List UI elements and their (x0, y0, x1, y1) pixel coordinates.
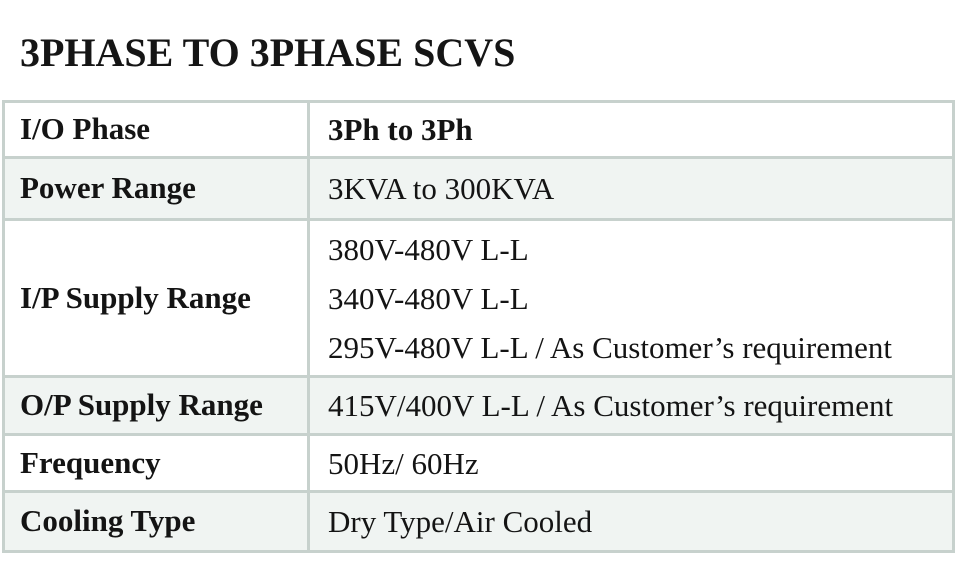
table-row-op-supply-range: O/P Supply Range 415V/400V L-L / As Cust… (5, 378, 952, 436)
row-value-io-phase: 3Ph to 3Ph (310, 103, 952, 156)
table-row-frequency: Frequency 50Hz/ 60Hz (5, 436, 952, 493)
value-line: Dry Type/Air Cooled (328, 504, 593, 539)
row-label-power-range: Power Range (5, 159, 310, 218)
table-row-ip-supply-range: I/P Supply Range 380V-480V L-L 340V-480V… (5, 221, 952, 378)
row-label-ip-supply-range: I/P Supply Range (5, 221, 310, 375)
row-label-frequency: Frequency (5, 436, 310, 490)
value-line: 340V-480V L-L (328, 280, 529, 316)
page-title: 3PHASE TO 3PHASE SCVS (20, 30, 516, 75)
table-row-power-range: Power Range 3KVA to 300KVA (5, 159, 952, 221)
value-line: 50Hz/ 60Hz (328, 445, 479, 481)
row-label-cooling-type: Cooling Type (5, 493, 310, 550)
value-line: 295V-480V L-L / As Customer’s requiremen… (328, 329, 892, 365)
row-label-op-supply-range: O/P Supply Range (5, 378, 310, 433)
value-line: 380V-480V L-L (328, 231, 529, 267)
value-line: 3Ph to 3Ph (328, 112, 473, 147)
value-line: 3KVA to 300KVA (328, 171, 555, 206)
row-value-cooling-type: Dry Type/Air Cooled (310, 493, 952, 550)
spec-table: I/O Phase 3Ph to 3Ph Power Range 3KVA to… (2, 100, 955, 553)
row-value-ip-supply-range: 380V-480V L-L 340V-480V L-L 295V-480V L-… (310, 221, 952, 375)
value-line: 415V/400V L-L / As Customer’s requiremen… (328, 388, 894, 423)
row-value-power-range: 3KVA to 300KVA (310, 159, 952, 218)
row-label-io-phase: I/O Phase (5, 103, 310, 156)
table-row-io-phase: I/O Phase 3Ph to 3Ph (5, 103, 952, 159)
row-value-frequency: 50Hz/ 60Hz (310, 436, 952, 490)
table-row-cooling-type: Cooling Type Dry Type/Air Cooled (5, 493, 952, 550)
row-value-op-supply-range: 415V/400V L-L / As Customer’s requiremen… (310, 378, 952, 433)
